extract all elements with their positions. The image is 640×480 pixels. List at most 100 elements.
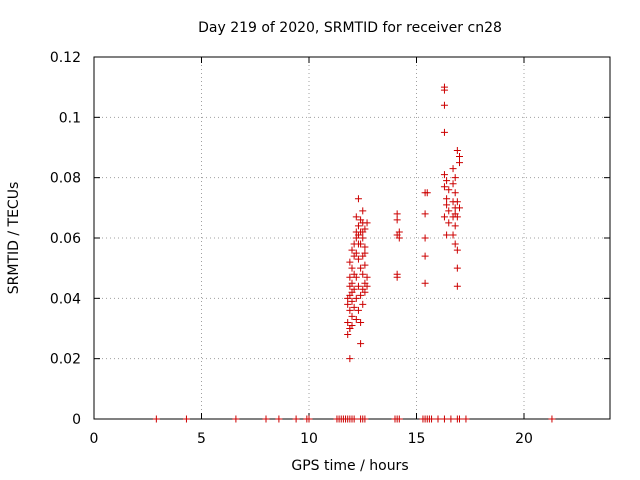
data-point: [456, 204, 463, 212]
data-point: [451, 222, 459, 230]
y-tick-label: 0: [72, 412, 81, 428]
data-point: [423, 189, 431, 197]
plot-frame: [93, 56, 611, 420]
data-point: [453, 282, 461, 290]
data-point: [348, 297, 356, 305]
data-point: [440, 171, 448, 179]
data-point: [361, 261, 369, 269]
data-point: [350, 285, 358, 293]
data-point: [357, 240, 365, 248]
y-tick-label: 0.1: [59, 110, 81, 126]
data-point: [348, 246, 356, 254]
data-point: [348, 264, 356, 272]
data-point: [421, 234, 429, 242]
data-point: [421, 210, 429, 218]
y-tick-label: 0.06: [50, 231, 81, 247]
data-point: [359, 228, 367, 236]
data-point: [354, 255, 362, 263]
data-point: [443, 201, 451, 209]
data-point: [440, 415, 448, 423]
data-point: [393, 270, 401, 278]
data-point: [548, 415, 556, 423]
data-point: [346, 306, 354, 314]
data-point: [453, 246, 461, 254]
data-point: [346, 273, 354, 281]
data-point: [348, 312, 356, 320]
data-point: [363, 282, 371, 290]
data-point: [292, 415, 300, 423]
data-point: [352, 249, 360, 257]
data-point: [453, 264, 461, 272]
data-point: [350, 415, 358, 423]
data-point: [361, 243, 369, 251]
y-tick-label: 0.02: [50, 352, 81, 368]
data-point: [305, 415, 313, 423]
data-point: [421, 252, 429, 260]
data-point: [346, 258, 354, 266]
data-point: [443, 195, 451, 203]
data-point: [440, 101, 448, 109]
y-tick-label: 0.08: [50, 171, 81, 187]
data-point: [348, 279, 356, 287]
data-point: [357, 318, 365, 326]
data-point: [359, 234, 367, 242]
data-point: [275, 415, 283, 423]
x-tick-label: 0: [90, 431, 99, 447]
data-points: [152, 83, 556, 423]
data-point: [393, 216, 401, 224]
data-point: [449, 231, 457, 239]
data-point: [445, 207, 453, 215]
data-point: [350, 303, 358, 311]
data-point: [352, 315, 360, 323]
data-point: [443, 177, 451, 185]
chart-title: Day 219 of 2020, SRMTID for receiver cn2…: [198, 20, 502, 36]
data-point: [440, 128, 448, 136]
data-point: [456, 153, 463, 161]
data-point: [443, 231, 451, 239]
data-point: [357, 340, 365, 348]
data-point: [440, 183, 448, 191]
data-point: [359, 270, 367, 278]
data-point: [440, 213, 448, 221]
data-point: [440, 86, 448, 94]
x-axis-label: GPS time / hours: [291, 458, 408, 474]
data-point: [451, 240, 459, 248]
data-point: [453, 147, 461, 155]
data-point: [393, 210, 401, 218]
data-point: [428, 415, 436, 423]
data-point: [354, 195, 362, 203]
data-point: [346, 355, 354, 363]
axis-ticks: 0 0.02 0.04 0.06 0.08 0.1 0.12 0 5 10 15 20: [50, 50, 610, 447]
data-point: [344, 318, 352, 326]
data-point: [462, 415, 470, 423]
data-point: [363, 219, 371, 227]
x-tick-label: 15: [408, 431, 426, 447]
data-point: [359, 300, 367, 308]
data-point: [152, 415, 160, 423]
data-point: [352, 294, 360, 302]
data-point: [363, 273, 371, 281]
data-point: [361, 249, 369, 257]
data-point: [352, 228, 360, 236]
y-axis-label: SRMTID / TECUs: [6, 182, 22, 295]
data-point: [445, 219, 453, 227]
data-point: [232, 415, 240, 423]
data-point: [357, 291, 365, 299]
data-point: [453, 198, 461, 206]
data-point: [359, 207, 367, 215]
data-point: [447, 415, 455, 423]
data-point: [357, 264, 365, 272]
data-point: [451, 189, 459, 197]
data-point: [352, 213, 360, 221]
data-point: [456, 159, 463, 167]
data-point: [182, 415, 190, 423]
data-point: [456, 415, 463, 423]
data-point: [262, 415, 270, 423]
x-tick-label: 20: [515, 431, 533, 447]
data-point: [451, 210, 459, 218]
y-tick-label: 0.12: [50, 50, 81, 66]
x-tick-label: 5: [197, 431, 206, 447]
x-tick-label: 10: [300, 431, 318, 447]
data-point: [352, 273, 360, 281]
